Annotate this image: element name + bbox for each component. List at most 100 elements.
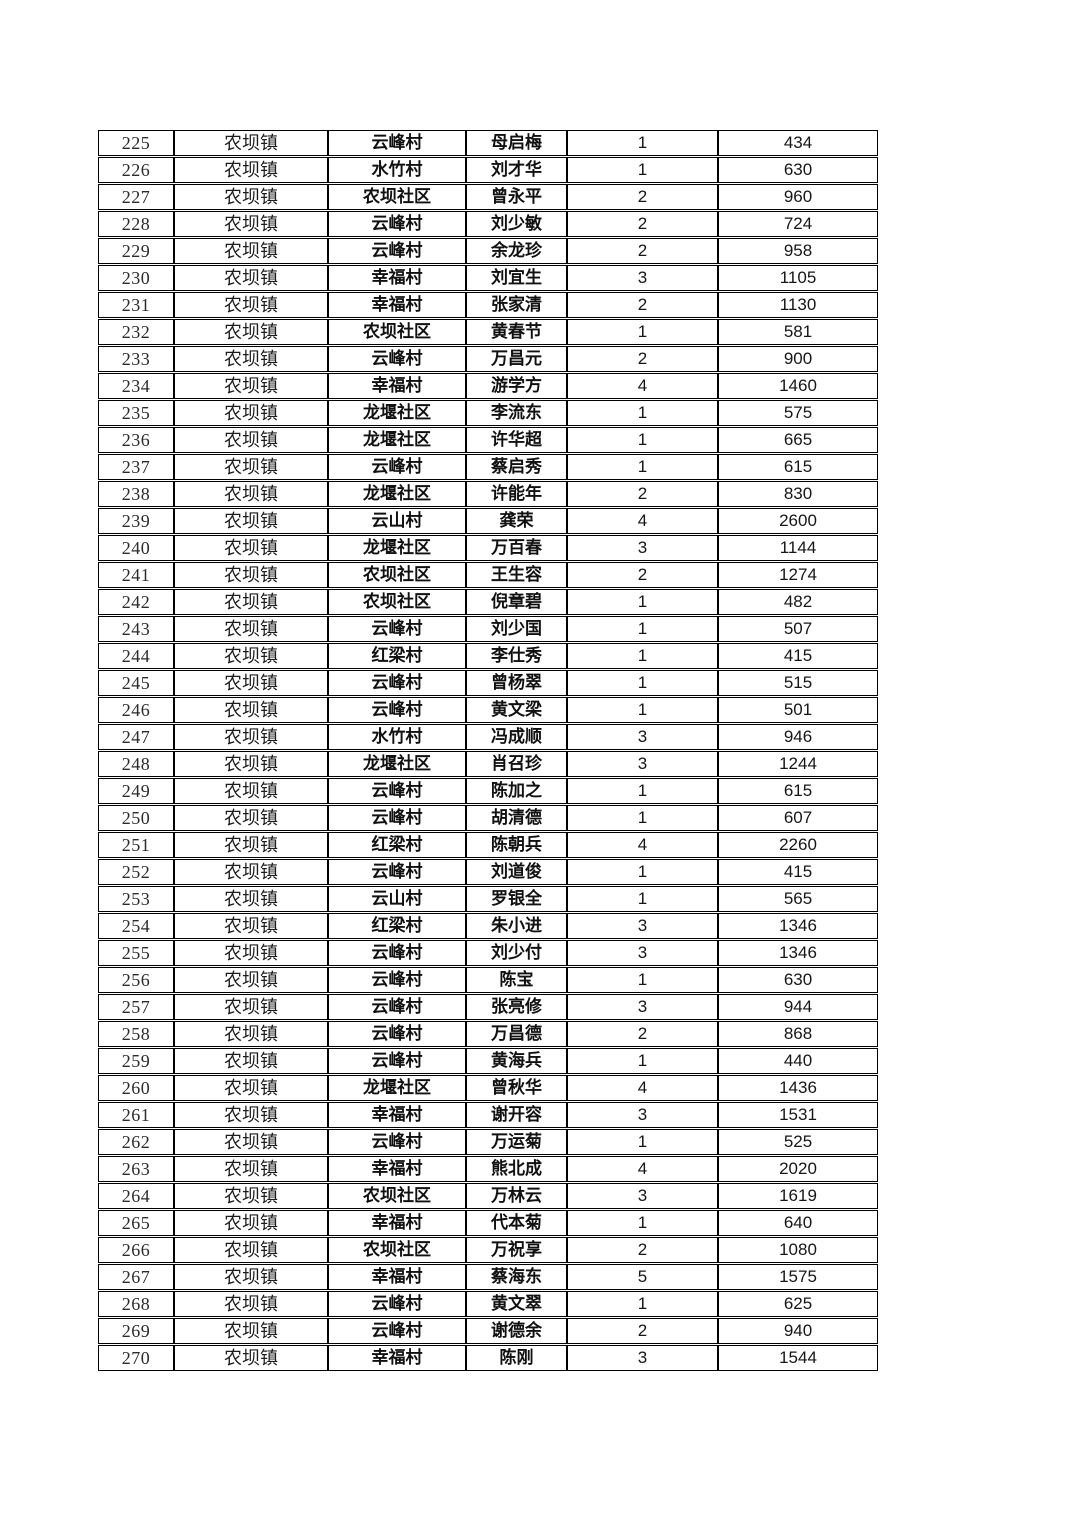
records-table: 225 农坝镇 云峰村 母启梅 1 434 226 农坝镇 水竹村 刘才华 1 … — [98, 130, 878, 1372]
cell-count: 1 — [567, 1210, 718, 1236]
cell-sequence: 236 — [98, 427, 174, 453]
cell-amount: 507 — [718, 616, 878, 642]
cell-amount: 640 — [718, 1210, 878, 1236]
cell-village: 农坝社区 — [328, 184, 466, 210]
table-row: 261 农坝镇 幸福村 谢开容 3 1531 — [98, 1102, 878, 1128]
cell-count: 2 — [567, 238, 718, 264]
table-row: 263 农坝镇 幸福村 熊北成 4 2020 — [98, 1156, 878, 1182]
cell-count: 3 — [567, 940, 718, 966]
cell-amount: 2020 — [718, 1156, 878, 1182]
table-row: 257 农坝镇 云峰村 张亮修 3 944 — [98, 994, 878, 1020]
cell-person-name: 许能年 — [466, 481, 567, 507]
cell-sequence: 247 — [98, 724, 174, 750]
cell-village: 龙堰社区 — [328, 427, 466, 453]
cell-sequence: 225 — [98, 130, 174, 156]
cell-amount: 575 — [718, 400, 878, 426]
table-row: 230 农坝镇 幸福村 刘宜生 3 1105 — [98, 265, 878, 291]
cell-amount: 1544 — [718, 1345, 878, 1371]
cell-village: 农坝社区 — [328, 1237, 466, 1263]
cell-person-name: 万祝享 — [466, 1237, 567, 1263]
cell-amount: 415 — [718, 643, 878, 669]
cell-village: 龙堰社区 — [328, 1075, 466, 1101]
cell-sequence: 256 — [98, 967, 174, 993]
cell-sequence: 243 — [98, 616, 174, 642]
cell-village: 云峰村 — [328, 346, 466, 372]
cell-person-name: 朱小进 — [466, 913, 567, 939]
cell-amount: 1346 — [718, 913, 878, 939]
cell-amount: 960 — [718, 184, 878, 210]
table-row: 243 农坝镇 云峰村 刘少国 1 507 — [98, 616, 878, 642]
table-row: 260 农坝镇 龙堰社区 曾秋华 4 1436 — [98, 1075, 878, 1101]
cell-amount: 434 — [718, 130, 878, 156]
cell-person-name: 刘少付 — [466, 940, 567, 966]
cell-count: 1 — [567, 130, 718, 156]
cell-person-name: 曾秋华 — [466, 1075, 567, 1101]
cell-count: 1 — [567, 859, 718, 885]
cell-amount: 1575 — [718, 1264, 878, 1290]
table-row: 228 农坝镇 云峰村 刘少敏 2 724 — [98, 211, 878, 237]
cell-person-name: 谢开容 — [466, 1102, 567, 1128]
table-row: 240 农坝镇 龙堰社区 万百春 3 1144 — [98, 535, 878, 561]
cell-town: 农坝镇 — [174, 346, 328, 372]
cell-count: 1 — [567, 670, 718, 696]
cell-sequence: 240 — [98, 535, 174, 561]
cell-person-name: 曾杨翠 — [466, 670, 567, 696]
cell-amount: 1144 — [718, 535, 878, 561]
cell-town: 农坝镇 — [174, 211, 328, 237]
cell-town: 农坝镇 — [174, 1129, 328, 1155]
cell-village: 农坝社区 — [328, 562, 466, 588]
cell-village: 云峰村 — [328, 616, 466, 642]
cell-count: 3 — [567, 751, 718, 777]
cell-person-name: 母启梅 — [466, 130, 567, 156]
cell-village: 幸福村 — [328, 265, 466, 291]
cell-person-name: 蔡海东 — [466, 1264, 567, 1290]
cell-village: 幸福村 — [328, 1102, 466, 1128]
cell-amount: 946 — [718, 724, 878, 750]
cell-count: 5 — [567, 1264, 718, 1290]
cell-village: 农坝社区 — [328, 1183, 466, 1209]
cell-village: 云峰村 — [328, 238, 466, 264]
cell-village: 云峰村 — [328, 1291, 466, 1317]
cell-count: 1 — [567, 616, 718, 642]
cell-amount: 630 — [718, 967, 878, 993]
cell-amount: 1080 — [718, 1237, 878, 1263]
cell-village: 红梁村 — [328, 832, 466, 858]
cell-sequence: 270 — [98, 1345, 174, 1371]
cell-person-name: 刘才华 — [466, 157, 567, 183]
cell-village: 云山村 — [328, 886, 466, 912]
cell-village: 龙堰社区 — [328, 400, 466, 426]
cell-town: 农坝镇 — [174, 670, 328, 696]
cell-town: 农坝镇 — [174, 1156, 328, 1182]
table-row: 225 农坝镇 云峰村 母启梅 1 434 — [98, 130, 878, 156]
cell-amount: 868 — [718, 1021, 878, 1047]
table-row: 268 农坝镇 云峰村 黄文翠 1 625 — [98, 1291, 878, 1317]
cell-sequence: 228 — [98, 211, 174, 237]
cell-amount: 615 — [718, 778, 878, 804]
cell-person-name: 龚荣 — [466, 508, 567, 534]
cell-amount: 830 — [718, 481, 878, 507]
cell-count: 1 — [567, 400, 718, 426]
cell-village: 水竹村 — [328, 157, 466, 183]
cell-count: 1 — [567, 157, 718, 183]
table-row: 247 农坝镇 水竹村 冯成顺 3 946 — [98, 724, 878, 750]
table-row: 233 农坝镇 云峰村 万昌元 2 900 — [98, 346, 878, 372]
cell-person-name: 李流东 — [466, 400, 567, 426]
cell-person-name: 肖召珍 — [466, 751, 567, 777]
cell-count: 3 — [567, 1102, 718, 1128]
cell-sequence: 244 — [98, 643, 174, 669]
table-row: 249 农坝镇 云峰村 陈加之 1 615 — [98, 778, 878, 804]
table-row: 256 农坝镇 云峰村 陈宝 1 630 — [98, 967, 878, 993]
cell-amount: 581 — [718, 319, 878, 345]
cell-sequence: 262 — [98, 1129, 174, 1155]
cell-sequence: 231 — [98, 292, 174, 318]
table-row: 248 农坝镇 龙堰社区 肖召珍 3 1244 — [98, 751, 878, 777]
cell-village: 幸福村 — [328, 292, 466, 318]
cell-person-name: 黄文梁 — [466, 697, 567, 723]
cell-town: 农坝镇 — [174, 1237, 328, 1263]
cell-town: 农坝镇 — [174, 400, 328, 426]
cell-town: 农坝镇 — [174, 238, 328, 264]
cell-amount: 1274 — [718, 562, 878, 588]
cell-person-name: 万林云 — [466, 1183, 567, 1209]
cell-sequence: 255 — [98, 940, 174, 966]
